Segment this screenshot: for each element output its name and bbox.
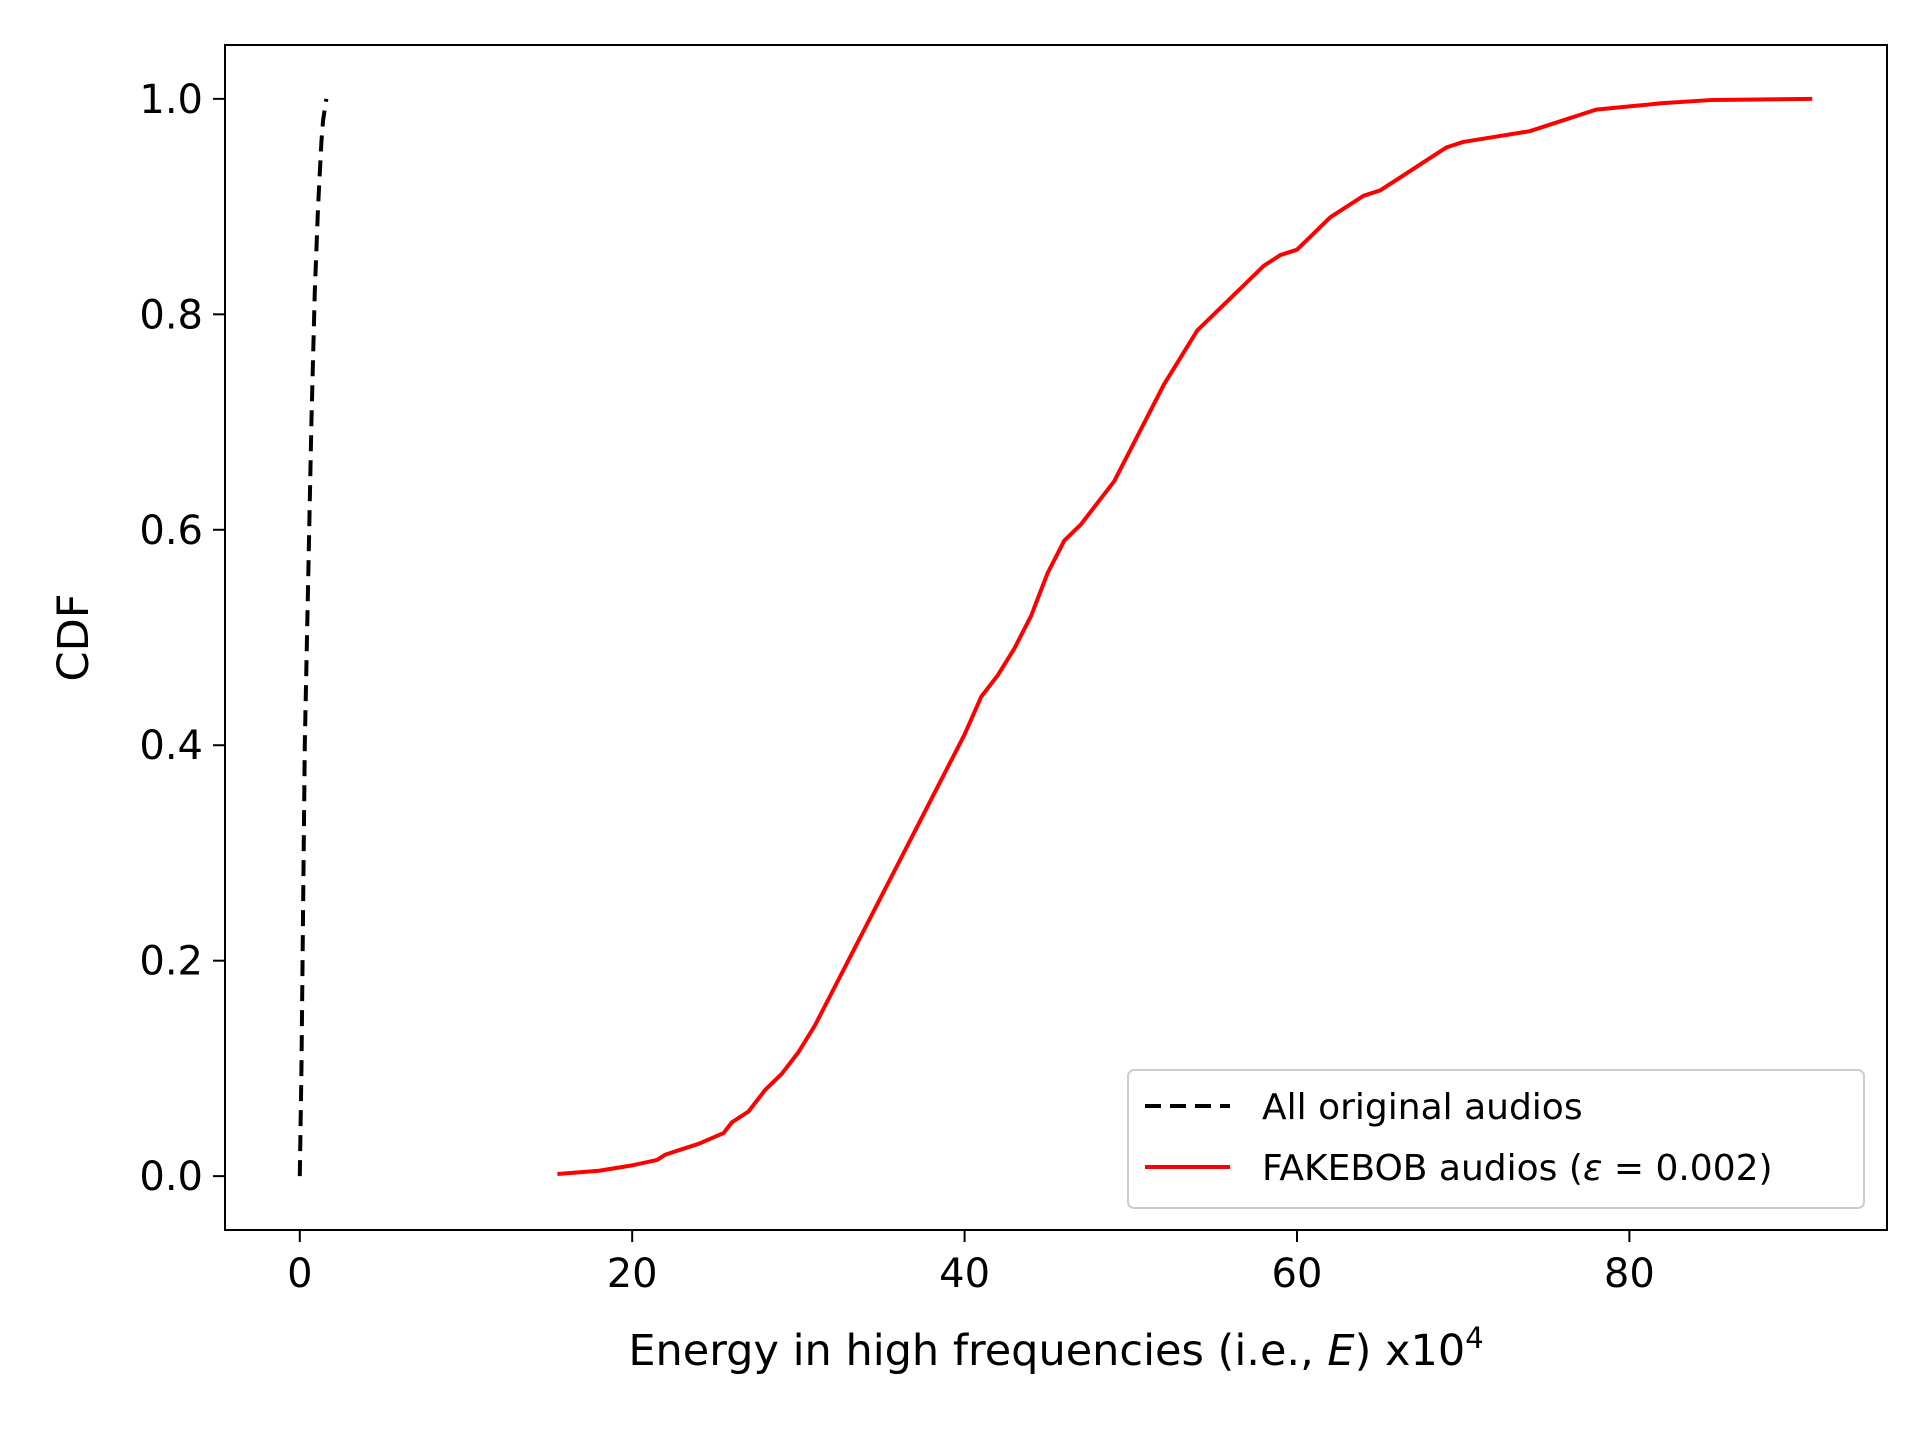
x-tick-label: 0 bbox=[287, 1251, 312, 1297]
y-tick-label: 0.2 bbox=[139, 939, 203, 985]
plot-area bbox=[297, 96, 1813, 1177]
x-axis-label-suffix: ) x10 bbox=[1355, 1326, 1466, 1376]
legend-label-fakebob-prefix: FAKEBOB audios ( bbox=[1262, 1148, 1583, 1189]
y-tick-label: 0.0 bbox=[139, 1154, 203, 1200]
legend-label-fakebob-suffix: = 0.002) bbox=[1602, 1148, 1772, 1189]
x-axis-label: Energy in high frequencies (i.e., E) x10… bbox=[628, 1321, 1483, 1376]
x-axis-label-prefix: Energy in high frequencies (i.e., bbox=[628, 1326, 1327, 1376]
series-line-original-audios bbox=[297, 98, 329, 1177]
legend-label-fakebob-audios: FAKEBOB audios (ε = 0.002) bbox=[1262, 1148, 1773, 1189]
y-tick-label: 0.4 bbox=[139, 723, 203, 769]
x-axis-label-exponent: 4 bbox=[1465, 1321, 1483, 1355]
y-axis-ticks: 0.0 0.2 0.4 0.6 0.8 1.0 bbox=[139, 77, 225, 1200]
y-tick-label: 1.0 bbox=[139, 77, 203, 123]
x-tick-label: 20 bbox=[607, 1251, 658, 1297]
axes-frame bbox=[224, 44, 1888, 1231]
y-tick-label: 0.8 bbox=[139, 292, 203, 338]
legend-label-original-audios: All original audios bbox=[1262, 1087, 1583, 1128]
x-axis-ticks: 0 20 40 60 80 bbox=[287, 1230, 1655, 1297]
x-axis-label-variable: E bbox=[1327, 1326, 1355, 1376]
x-tick-label: 40 bbox=[939, 1251, 990, 1297]
legend-box bbox=[1127, 1069, 1865, 1209]
series-line-fakebob-audios bbox=[557, 96, 1813, 1176]
y-tick-label: 0.6 bbox=[139, 508, 203, 554]
y-axis-label: CDF bbox=[49, 594, 99, 682]
legend-label-fakebob-variable: ε bbox=[1583, 1148, 1602, 1189]
legend: All original audios FAKEBOB audios (ε = … bbox=[1127, 1069, 1865, 1209]
x-tick-label: 80 bbox=[1604, 1251, 1655, 1297]
x-tick-label: 60 bbox=[1272, 1251, 1323, 1297]
